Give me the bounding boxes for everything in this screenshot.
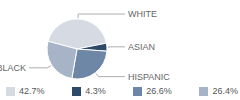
html-text:26.4%: 26.4% — [212, 86, 238, 96]
svg-text:ASIAN: ASIAN — [128, 42, 155, 52]
html-text:4.3%: 4.3% — [85, 86, 106, 96]
html-text:42.7%: 42.7% — [19, 86, 45, 96]
svg-text:BLACK: BLACK — [8, 63, 26, 73]
svg-text:HISPANIC: HISPANIC — [128, 72, 170, 82]
html-text:26.6%: 26.6% — [146, 86, 172, 96]
svg-text:WHITE: WHITE — [128, 9, 157, 19]
